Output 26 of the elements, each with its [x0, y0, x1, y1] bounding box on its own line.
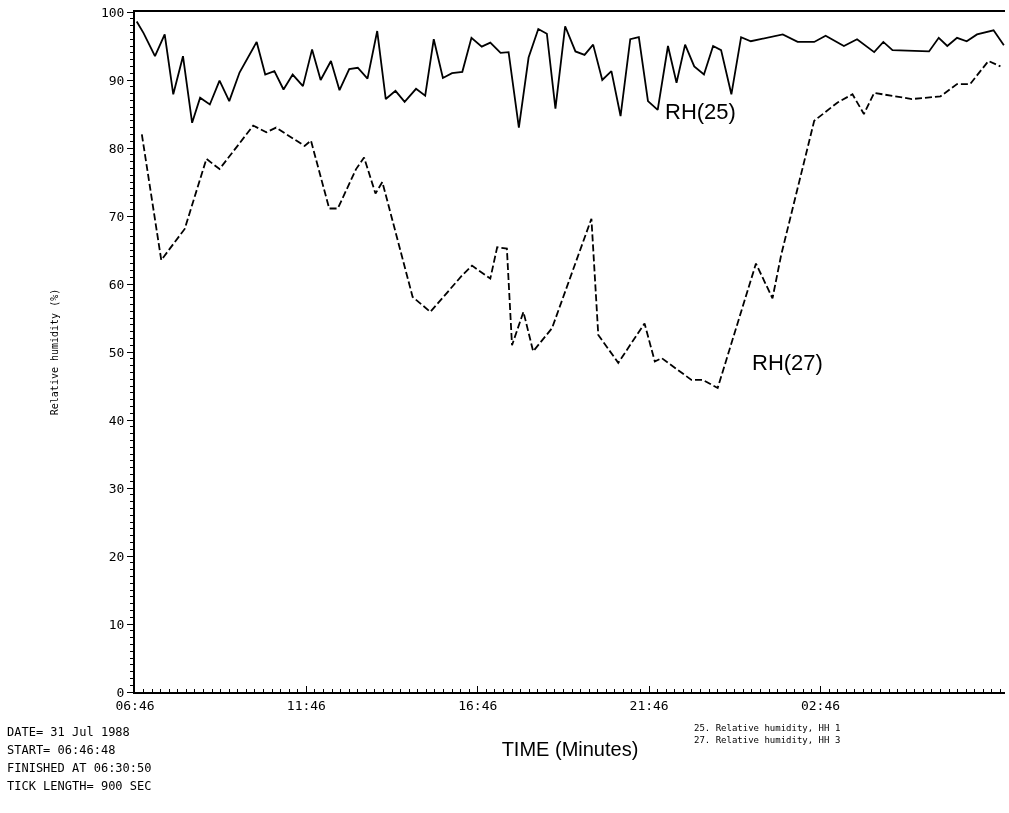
series-label: RH(27)	[752, 350, 823, 375]
x-tick-label: 06:46	[115, 697, 155, 713]
y-tick-label: 30	[108, 480, 125, 496]
text: FINISHED AT 06:30:50	[7, 761, 152, 775]
y-tick-label: 100	[100, 4, 125, 20]
text: 27. Relative humidity, HH 3	[694, 735, 841, 745]
y-tick-label: 70	[108, 208, 125, 224]
y-tick-label: 90	[108, 72, 125, 88]
text: DATE= 31 Jul 1988	[7, 725, 130, 739]
series-label: RH(25)	[665, 99, 736, 124]
y-tick-label: 0	[116, 684, 125, 700]
y-tick-label: 20	[108, 548, 125, 564]
y-tick-label: 10	[108, 616, 125, 632]
x-tick-label: 02:46	[800, 697, 841, 713]
x-tick-label: 11:46	[286, 697, 326, 713]
text: START= 06:46:48	[7, 743, 116, 757]
x-tick-label: 21:46	[629, 697, 669, 713]
text: 25. Relative humidity, HH 1	[694, 723, 841, 733]
x-axis-title: TIME (Minutes)	[501, 737, 639, 760]
y-tick-label: 60	[108, 276, 125, 292]
text: TICK LENGTH= 900 SEC	[7, 779, 152, 793]
x-tick-label: 16:46	[458, 697, 498, 713]
y-tick-label: 80	[108, 140, 125, 156]
y-tick-label: 40	[108, 412, 125, 428]
y-axis-title: Relative humidity (%)	[49, 288, 61, 416]
y-tick-label: 50	[108, 344, 125, 360]
